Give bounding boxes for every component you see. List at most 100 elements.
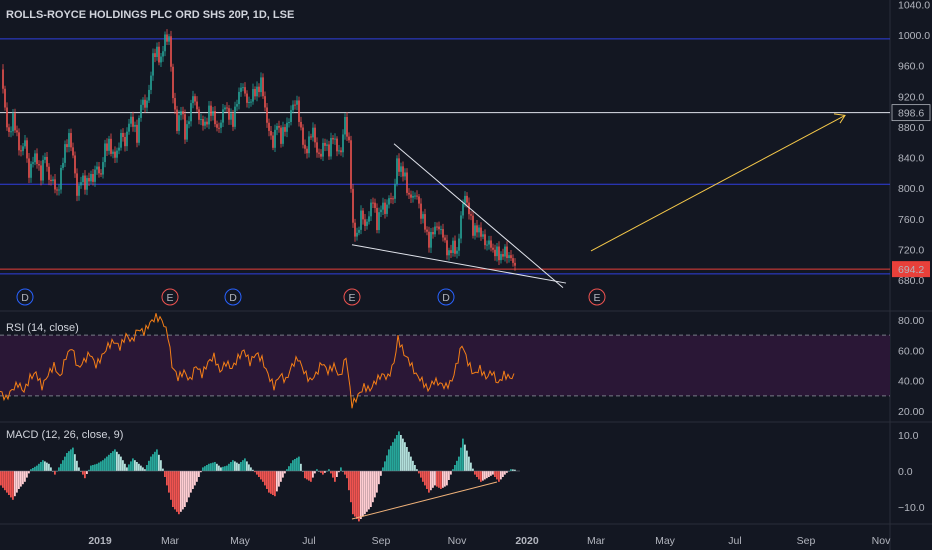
macd-histogram-bar[interactable] [306,471,308,480]
macd-histogram-bar[interactable] [478,471,480,480]
candle-body[interactable] [252,89,254,102]
macd-divergence-trendline[interactable] [351,481,498,520]
candle-body[interactable] [282,127,284,144]
candle-body[interactable] [34,153,36,163]
macd-histogram-bar[interactable] [156,449,158,471]
macd-histogram-bar[interactable] [494,471,496,477]
candle-body[interactable] [310,136,312,138]
candle-body[interactable] [438,226,440,230]
macd-histogram-bar[interactable] [388,449,390,471]
wedge-lower-trendline[interactable] [351,244,567,284]
candle-body[interactable] [240,87,242,92]
macd-histogram-bar[interactable] [322,471,324,475]
macd-histogram-bar[interactable] [184,471,186,507]
candle-body[interactable] [336,138,338,152]
macd-histogram-bar[interactable] [148,460,150,471]
macd-histogram-bar[interactable] [390,445,392,471]
macd-histogram-bar[interactable] [258,471,260,477]
candle-body[interactable] [308,136,310,154]
candle-body[interactable] [300,121,302,128]
macd-histogram-bar[interactable] [96,463,98,471]
candle-body[interactable] [496,246,498,257]
macd-histogram-bar[interactable] [422,471,424,482]
macd-histogram-bar[interactable] [10,471,12,498]
macd-histogram-bar[interactable] [446,471,448,486]
candle-body[interactable] [458,238,460,251]
macd-histogram-bar[interactable] [170,471,172,500]
candle-body[interactable] [318,152,320,154]
candle-body[interactable] [304,144,306,149]
candle-body[interactable] [184,114,186,140]
macd-histogram-bar[interactable] [6,471,8,493]
macd-histogram-bar[interactable] [108,454,110,471]
macd-histogram-bar[interactable] [348,471,350,491]
candle-body[interactable] [276,126,278,130]
candle-body[interactable] [272,135,274,148]
macd-histogram-bar[interactable] [314,471,316,474]
candle-body[interactable] [80,182,82,186]
candle-body[interactable] [334,138,336,140]
candle-body[interactable] [182,111,184,115]
candle-body[interactable] [96,166,98,170]
macd-histogram-bar[interactable] [142,467,144,471]
macd-histogram-bar[interactable] [352,471,354,515]
candle-body[interactable] [428,231,430,248]
macd-histogram-bar[interactable] [136,462,138,471]
macd-histogram-bar[interactable] [22,471,24,485]
candle-body[interactable] [178,115,180,131]
candle-body[interactable] [150,75,152,90]
candle-body[interactable] [400,166,402,172]
candle-body[interactable] [358,229,360,233]
macd-histogram-bar[interactable] [406,447,408,471]
macd-histogram-bar[interactable] [48,463,50,471]
candle-body[interactable] [130,116,132,124]
macd-histogram-bar[interactable] [240,462,242,471]
candle-body[interactable] [380,209,382,213]
candle-body[interactable] [386,204,388,214]
macd-histogram-bar[interactable] [396,435,398,471]
macd-histogram-bar[interactable] [74,454,76,471]
candle-body[interactable] [478,227,480,233]
macd-histogram-bar[interactable] [124,463,126,471]
candle-body[interactable] [510,255,512,259]
candle-body[interactable] [506,246,508,259]
macd-histogram-bar[interactable] [26,471,28,478]
macd-histogram-bar[interactable] [436,471,438,487]
candle-body[interactable] [196,101,198,110]
macd-histogram-bar[interactable] [382,467,384,471]
candle-body[interactable] [100,173,102,175]
macd-histogram-bar[interactable] [112,451,114,471]
candle-body[interactable] [360,210,362,230]
macd-histogram-bar[interactable] [498,471,500,482]
candle-body[interactable] [18,132,20,151]
candle-body[interactable] [378,212,380,231]
macd-histogram-bar[interactable] [274,471,276,497]
candle-body[interactable] [154,53,156,58]
macd-histogram-bar[interactable] [168,471,170,493]
candle-body[interactable] [278,126,280,128]
macd-histogram-bar[interactable] [86,471,88,474]
macd-histogram-bar[interactable] [340,467,342,471]
macd-histogram-bar[interactable] [454,465,456,471]
candle-body[interactable] [470,214,472,216]
candle-body[interactable] [340,150,342,153]
candle-body[interactable] [364,219,366,226]
macd-histogram-bar[interactable] [328,469,330,471]
macd-histogram-bar[interactable] [378,471,380,485]
macd-histogram-bar[interactable] [40,462,42,471]
candle-body[interactable] [294,104,296,106]
macd-histogram-bar[interactable] [312,471,314,478]
candle-body[interactable] [166,34,168,42]
candle-body[interactable] [328,144,330,157]
candle-body[interactable] [44,156,46,160]
candle-body[interactable] [54,179,56,190]
candle-body[interactable] [104,143,106,163]
candle-body[interactable] [6,107,8,128]
macd-histogram-bar[interactable] [2,471,4,488]
macd-histogram-bar[interactable] [222,466,224,471]
candle-body[interactable] [260,77,262,93]
candle-body[interactable] [136,124,138,143]
candle-body[interactable] [76,173,78,196]
candle-body[interactable] [72,147,74,156]
candle-body[interactable] [404,172,406,177]
